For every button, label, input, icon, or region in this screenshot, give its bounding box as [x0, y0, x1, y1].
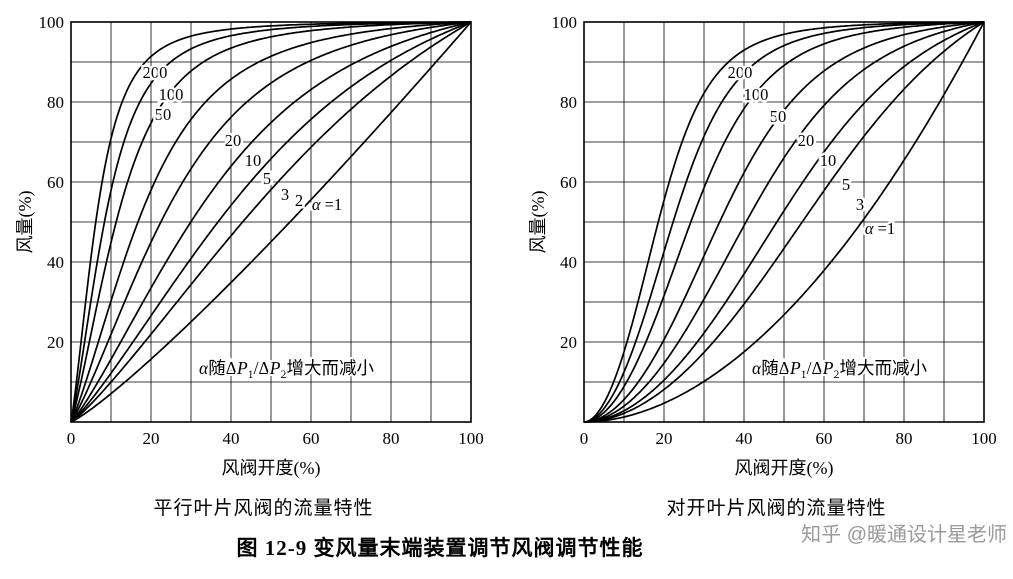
svg-text:80: 80 [47, 93, 64, 112]
svg-text:20: 20 [143, 429, 160, 448]
curve-alpha-3 [584, 21, 985, 423]
plot-frame [583, 21, 985, 423]
parallel-damper-subcaption: 平行叶片风阀的流量特性 [153, 498, 374, 519]
curve-alpha-20 [70, 21, 472, 423]
curve-alpha-100 [583, 21, 984, 423]
svg-text:40: 40 [47, 253, 64, 272]
curve-alpha-3 [70, 21, 472, 423]
curve-alpha-1 [584, 21, 985, 423]
curve-label-alpha-100: 100 [744, 85, 769, 104]
chart-opposed-damper: 0 20 40 60 80 100 20 40 60 80 100 风阀开度(%) 风量(%) 200 10… [528, 6, 997, 520]
y-axis-title: 风量(%) [529, 191, 549, 254]
curve-alpha-5 [70, 21, 472, 423]
tick-labels: 0 20 40 60 80 100 20 40 60 80 100 [552, 13, 997, 448]
svg-text:100: 100 [971, 429, 996, 448]
svg-text:20: 20 [560, 333, 577, 352]
svg-text:60: 60 [560, 173, 577, 192]
curve-label-alpha-200: 200 [143, 63, 168, 82]
curve-alpha-10 [70, 21, 472, 423]
curve-label-alpha-3: 3 [856, 195, 864, 214]
curve-alpha-50 [70, 21, 471, 423]
curve-label-alpha-1: α =1 [865, 219, 895, 238]
curve-label-alpha-20: 20 [798, 131, 815, 150]
figure-page: 0 20 40 60 80 100 20 40 60 80 100 风阀开度(%) 风量(%) 200 10… [0, 6, 1013, 566]
svg-text:60: 60 [816, 429, 833, 448]
chart-parallel-damper: 0 20 40 60 80 100 20 40 60 80 100 风阀开度(%) 风量(%) 200 10… [15, 6, 484, 520]
svg-text:40: 40 [736, 429, 753, 448]
curve-label-alpha-200: 200 [728, 63, 753, 82]
svg-text:20: 20 [47, 333, 64, 352]
svg-text:60: 60 [47, 173, 64, 192]
x-axis-title: 风阀开度(%) [222, 458, 321, 479]
curve-alpha-20 [583, 21, 985, 423]
plot-frame [70, 21, 472, 423]
curve-alpha-100 [70, 21, 471, 423]
svg-text:60: 60 [303, 429, 320, 448]
svg-text:80: 80 [896, 429, 913, 448]
svg-text:0: 0 [580, 429, 589, 448]
alpha-annotation: α随ΔP1/ΔP2增大而减小 [199, 358, 374, 381]
curve-label-alpha-3: 3 [281, 185, 289, 204]
opposed-damper-chart: 0 20 40 60 80 100 20 40 60 80 100 风阀开度(%) 风量(%) 200 10… [528, 13, 997, 479]
y-axis-title: 风量(%) [16, 191, 36, 254]
svg-text:100: 100 [552, 13, 578, 32]
curve-alpha-50 [583, 21, 985, 423]
curve-label-alpha-1: α =1 [312, 195, 342, 214]
x-axis-title: 风阀开度(%) [735, 458, 834, 479]
opposed-damper-subcaption: 对开叶片风阀的流量特性 [666, 498, 887, 519]
svg-text:100: 100 [39, 13, 65, 32]
curve-alpha-10 [583, 21, 985, 423]
watermark: 知乎 @暖通设计星老师 [801, 524, 1007, 546]
curve-alpha-2 [70, 21, 472, 423]
curve-alpha-5 [584, 21, 985, 423]
figure-caption: 图 12-9 变风量末端装置调节风阀调节性能 [236, 536, 644, 560]
curve-label-alpha-10: 10 [245, 151, 262, 170]
svg-text:100: 100 [458, 429, 483, 448]
curve-label-alpha-5: 5 [842, 175, 850, 194]
curve-alpha-1 [70, 21, 472, 423]
curve-alpha-200 [583, 21, 984, 423]
parallel-damper-chart: 0 20 40 60 80 100 20 40 60 80 100 风阀开度(%) 风量(%) 200 10… [15, 13, 484, 479]
curve-label-alpha-50: 50 [770, 107, 787, 126]
curve-label-alpha-2: 2 [295, 191, 303, 210]
curve-label-alpha-10: 10 [820, 151, 837, 170]
svg-text:80: 80 [560, 93, 577, 112]
curve-label-alpha-50: 50 [155, 105, 172, 124]
curve-label-alpha-5: 5 [263, 169, 271, 188]
svg-text:80: 80 [383, 429, 400, 448]
curve-label-alpha-100: 100 [159, 85, 184, 104]
caption-row: 图 12-9 变风量末端装置调节风阀调节性能 知乎 @暖通设计星老师 [0, 524, 1013, 566]
alpha-annotation: α随ΔP1/ΔP2增大而减小 [752, 358, 927, 381]
curve-label-alpha-20: 20 [225, 131, 242, 150]
svg-text:20: 20 [656, 429, 673, 448]
charts-row: 0 20 40 60 80 100 20 40 60 80 100 风阀开度(%) 风量(%) 200 10… [0, 6, 1013, 520]
tick-labels: 0 20 40 60 80 100 20 40 60 80 100 [39, 13, 484, 448]
svg-text:0: 0 [67, 429, 76, 448]
svg-text:40: 40 [560, 253, 577, 272]
svg-text:40: 40 [223, 429, 240, 448]
